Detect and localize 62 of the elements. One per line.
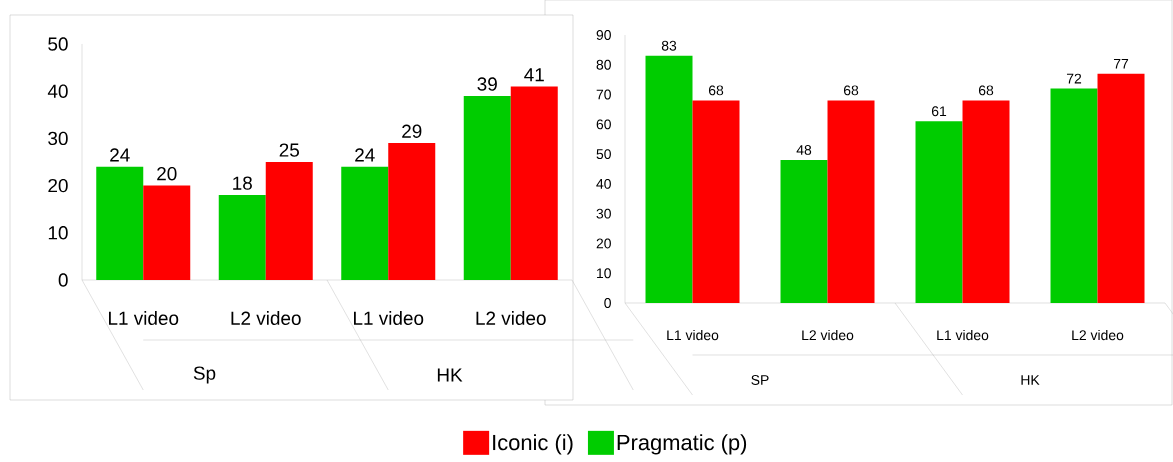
data-label: 68 [708,85,724,96]
x-tick-label: L1 video [667,329,719,341]
y-tick-label: 20 [48,178,68,193]
bar [962,100,1010,303]
bar [388,143,436,280]
bar [510,86,558,280]
data-label: 68 [978,85,994,96]
data-label: 29 [402,124,422,138]
text: Sp [193,366,216,384]
data-label: 24 [110,148,130,162]
data-label: 39 [477,77,497,91]
x-tick-label: L1 video [354,311,424,325]
y-tick-label: 0 [604,298,611,308]
y-tick-label: 50 [596,149,611,160]
x-tick-label: L1 video [937,329,989,341]
text: SP [751,375,769,385]
legend-label: Pragmatic (p) [617,434,747,455]
y-tick-label: 30 [596,208,611,219]
bar [265,162,313,280]
data-label: 20 [157,167,177,181]
y-tick-label: 60 [596,119,611,130]
y-tick-label: 40 [596,178,611,189]
text: HK [437,368,463,382]
bar [827,100,875,303]
x-tick-label: L2 video [476,311,546,325]
bar [218,195,266,280]
data-label: 83 [661,40,677,51]
bar [143,185,191,280]
y-tick-label: 90 [596,30,611,40]
bar [463,95,511,280]
y-tick-label: 0 [58,273,68,287]
data-label: 18 [233,176,252,190]
y-tick-label: 40 [47,84,68,98]
text: HK [1021,375,1040,385]
data-label: 41 [524,68,544,82]
bar [341,166,389,280]
x-tick-label: L2 video [1072,329,1124,341]
data-label: 72 [1066,73,1082,84]
data-label: 25 [279,143,299,157]
bar [1097,73,1145,303]
bar [780,160,828,303]
y-tick-label: 10 [48,226,68,240]
data-label: 77 [1113,58,1129,69]
bar [96,166,144,280]
x-tick-label: L2 video [231,311,301,325]
data-label: 48 [796,144,812,155]
x-tick-label: L1 video [109,311,179,325]
bar [915,121,963,303]
y-tick-label: 30 [48,131,68,146]
legend-label: Iconic (i) [493,434,573,455]
data-label: 61 [931,106,947,117]
data-label: 68 [843,85,859,96]
bar [692,100,740,303]
x-tick-label: L2 video [802,329,854,341]
bar [645,55,693,303]
y-tick-label: 80 [596,59,611,70]
data-label: 24 [355,148,375,162]
bar [1050,88,1098,303]
y-tick-label: 20 [596,238,611,249]
y-tick-label: 70 [596,89,611,100]
y-tick-label: 50 [48,37,68,51]
y-tick-label: 10 [597,268,611,279]
